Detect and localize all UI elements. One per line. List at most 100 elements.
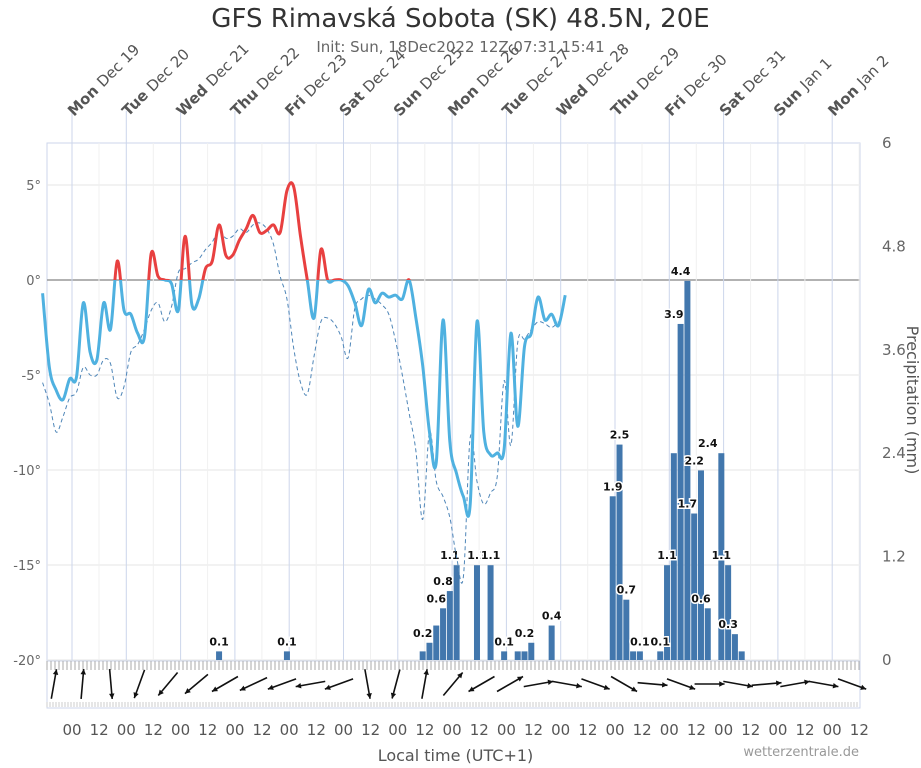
y-left-tick-label: 5° (26, 179, 41, 194)
y-left-tick-label: -5° (22, 369, 41, 384)
x-tick-label: 12 (144, 721, 163, 739)
wind-arrow (157, 671, 179, 697)
wind-arrow (780, 679, 811, 688)
precip-value-label: 1.1 (467, 549, 487, 562)
x-tick-label: 12 (687, 721, 706, 739)
credit-link[interactable]: wetterzentrale.de (743, 745, 859, 760)
x-tick-label: 12 (361, 721, 380, 739)
wind-arrow (421, 669, 429, 699)
wind-arrow (184, 673, 209, 695)
precip-bar (548, 625, 555, 660)
precip-value-label: 3.9 (664, 308, 684, 321)
precip-bar (501, 651, 508, 660)
precip-value-label: 4.4 (671, 265, 691, 278)
precip-bar (684, 280, 691, 660)
x-axis-title: Local time (UTC+1) (377, 746, 534, 765)
x-tick-label: 12 (796, 721, 815, 739)
x-tick-label: 00 (388, 721, 407, 739)
precip-bar (609, 496, 616, 660)
x-tick-label: 12 (90, 721, 109, 739)
precip-value-label: 1.1 (657, 549, 677, 562)
precip-value-label: 2.2 (684, 454, 704, 467)
temperature-lines (41, 181, 567, 584)
precip-value-label: 1.7 (678, 498, 698, 511)
precip-value-label: 1.1 (481, 549, 501, 562)
x-tick-label: 12 (415, 721, 434, 739)
wind-arrow (211, 675, 239, 693)
precip-value-label: 0.1 (494, 635, 514, 648)
wind-arrow (496, 675, 524, 693)
precip-value-label: 2.5 (610, 429, 630, 442)
y-right-tick-label: 6 (882, 134, 892, 152)
precip-bar (718, 453, 725, 660)
precip-bar (725, 565, 732, 660)
x-tick-label: 00 (62, 721, 81, 739)
wind-arrow (442, 671, 464, 697)
y-right-tick-label: 4.8 (882, 237, 906, 255)
precip-bar (446, 591, 453, 660)
x-tick-label: 00 (280, 721, 299, 739)
wind-arrow (80, 668, 86, 700)
y-left-tick-label: -20° (13, 654, 41, 669)
x-tick-label: 00 (334, 721, 353, 739)
y-right-tick-label: 0 (882, 651, 892, 669)
precip-bar (473, 565, 480, 660)
precip-bar (691, 513, 698, 660)
precip-value-label: 0.1 (630, 635, 650, 648)
y-right-tick-label: 3.6 (882, 341, 906, 359)
temperature-line-warm (113, 181, 411, 280)
precip-bar (528, 642, 535, 660)
precipitation-labels: 0.1 0.10.20.60.81.1 1.11.10.10.20.41.92.50… (208, 263, 740, 650)
x-tick-label: 12 (524, 721, 543, 739)
precip-value-label: 0.1 (651, 635, 671, 648)
precip-bar (623, 599, 630, 660)
precipitation-bars (216, 280, 745, 660)
precip-value-label: 0.4 (542, 610, 562, 623)
precip-bar (426, 642, 433, 660)
wind-arrow (390, 669, 401, 699)
x-tick-label: 00 (823, 721, 842, 739)
y-right-tick-label: 1.2 (882, 548, 906, 566)
precip-bar (216, 651, 223, 660)
x-tick-label: 12 (470, 721, 489, 739)
precip-value-label: 1.1 (712, 549, 732, 562)
y-left-tick-label: -10° (13, 464, 41, 479)
wind-arrow (50, 669, 59, 699)
x-tick-label: 12 (850, 721, 869, 739)
x-tick-label: 12 (253, 721, 272, 739)
precip-bar (419, 651, 426, 660)
precip-value-label: 0.8 (433, 575, 453, 588)
precip-bar (616, 444, 623, 660)
precip-value-label: 0.6 (427, 592, 447, 605)
precip-bar (630, 651, 637, 660)
x-tick-label: 00 (768, 721, 787, 739)
wind-arrows (46, 660, 867, 709)
wind-arrow (723, 680, 753, 689)
y-left-tick-label: 0° (26, 274, 41, 289)
wind-arrow (637, 681, 668, 688)
x-tick-label: 12 (741, 721, 760, 739)
precip-bar (283, 651, 290, 660)
precip-bar (433, 625, 440, 660)
precip-value-label: 0.2 (515, 627, 535, 640)
wind-arrow (837, 678, 867, 690)
wind-arrow (295, 680, 326, 689)
precip-bar (697, 470, 704, 660)
plot-border (46, 142, 861, 661)
x-tick-label: 00 (605, 721, 624, 739)
wind-arrow (324, 678, 354, 690)
precip-bar (731, 634, 738, 660)
precip-value-label: 0.6 (691, 592, 711, 605)
precip-value-label: 1.9 (603, 480, 623, 493)
y-left-tick-label: -15° (13, 559, 41, 574)
x-tick-label: 00 (660, 721, 679, 739)
x-tick-label: 00 (497, 721, 516, 739)
wind-arrow (552, 680, 582, 689)
precip-value-label: 0.7 (617, 584, 637, 597)
precip-value-label: 2.4 (698, 437, 718, 450)
precip-bar (657, 651, 664, 660)
precip-bar (704, 608, 711, 660)
x-tick-label: 00 (551, 721, 570, 739)
chart-subtitle: Init: Sun, 18Dec2022 12Z 07:31 15:41 (316, 38, 605, 56)
temperature-line-cold (41, 280, 567, 518)
